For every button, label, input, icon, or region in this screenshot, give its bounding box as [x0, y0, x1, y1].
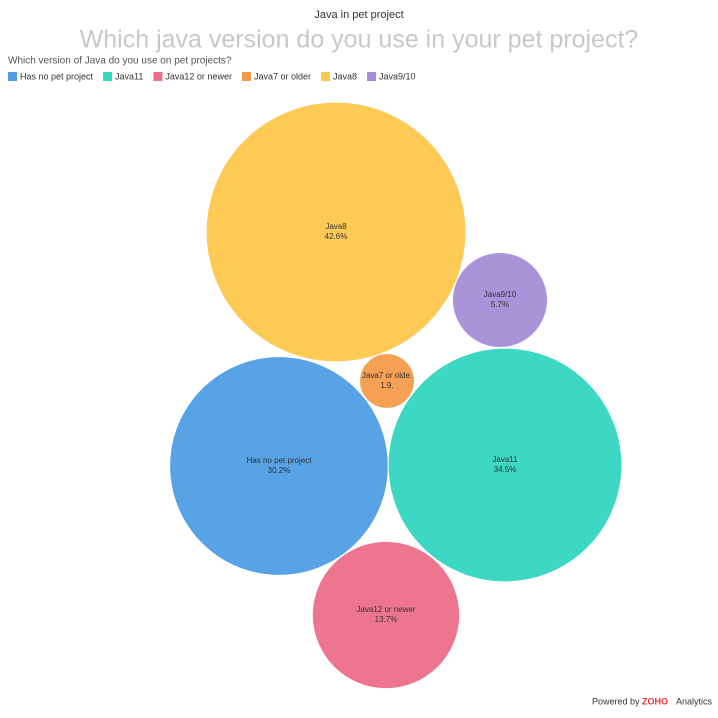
footer-brand: ZOHO	[642, 696, 668, 706]
legend-swatch	[321, 72, 330, 81]
legend-label: Java12 or newer	[165, 71, 232, 81]
legend-swatch	[103, 72, 113, 81]
bubble-value: 34.5%	[494, 465, 517, 474]
bubble-label: Has no pet project	[247, 456, 313, 465]
bubble-value: 5.7%	[491, 300, 509, 309]
chart-header: Java in pet project	[314, 9, 403, 21]
bubble	[311, 540, 461, 690]
bubble	[451, 251, 549, 349]
legend-label: Java7 or older	[254, 71, 311, 81]
bubble-value: 13.7%	[375, 615, 398, 624]
legend-label: Has no pet project	[20, 71, 94, 81]
bubble-label: Java8	[325, 222, 347, 231]
footer-prefix: Powered by	[592, 696, 640, 706]
legend-swatch	[8, 72, 17, 81]
bubble-label: Java7 or olde.	[362, 371, 412, 380]
legend-label: Java11	[115, 71, 143, 81]
footer-suffix: Analytics	[676, 696, 713, 706]
chart-title: Which java version do you use in your pe…	[80, 26, 639, 54]
bubble-label: Java11	[492, 455, 518, 464]
legend-swatch	[367, 72, 377, 81]
legend-label: Java8	[333, 71, 357, 81]
bubble	[387, 347, 623, 583]
legend-swatch	[153, 72, 163, 81]
bubble-value: 30.2%	[268, 466, 291, 475]
legend-swatch	[241, 72, 251, 81]
bubble-value: 42.6%	[325, 232, 348, 241]
legend-label: Java9/10	[379, 71, 416, 81]
bubble-label: Java12 or newer	[356, 605, 415, 614]
bubble-label: Java9/10	[484, 290, 517, 299]
bubble	[205, 101, 467, 363]
chart-subtitle: Which version of Java do you use on pet …	[8, 56, 232, 67]
bubble-value: 1.9.	[380, 381, 393, 390]
bubble	[359, 353, 415, 409]
